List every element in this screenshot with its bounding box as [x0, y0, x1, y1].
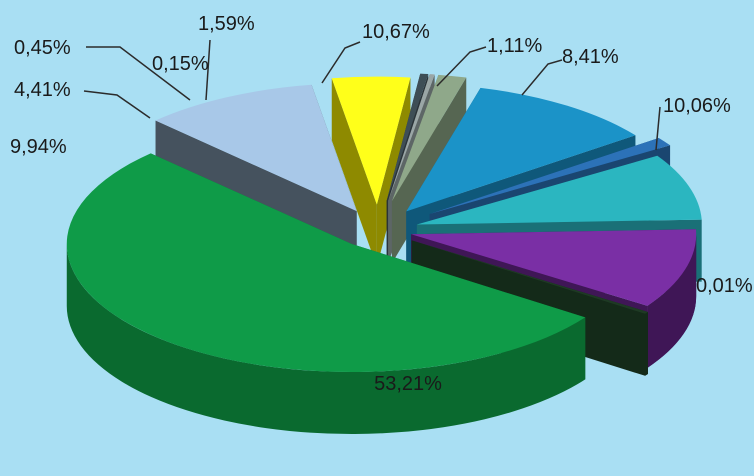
slice-top-0	[66, 153, 586, 373]
slice-label-10: 0,01%	[696, 275, 753, 297]
leader-line-7	[436, 46, 487, 87]
slice-label-3: 0,45%	[14, 37, 71, 59]
slice-top-4	[388, 74, 435, 201]
slice-label-1: 9,94%	[10, 136, 67, 158]
slice-top-10	[411, 240, 648, 314]
slice-top-8	[416, 155, 702, 225]
leader-line-2	[83, 90, 151, 119]
leader-line-8	[521, 59, 563, 96]
slice-label-4: 0,15%	[152, 53, 209, 75]
slice-label-8: 8,41%	[562, 46, 619, 68]
slice-top-1	[155, 84, 357, 212]
slice-side-0-0	[66, 244, 586, 435]
slice-top-3	[386, 73, 429, 201]
slice-side-9-1	[647, 234, 697, 368]
slice-top-2	[331, 76, 411, 205]
leader-line-3	[86, 46, 191, 101]
slice-side-10-1	[645, 311, 648, 376]
slice-sides	[66, 73, 702, 435]
slice-labels: 53,21% 9,94% 4,41% 0,45% 0,15% 1,59% 10,67% 1,1…	[10, 13, 753, 395]
slice-top-5	[391, 74, 467, 202]
slice-label-5: 1,59%	[198, 13, 255, 35]
slice-wall-2-1	[376, 77, 411, 267]
slice-label-7: 1,11%	[487, 35, 542, 57]
slice-wall-2-0	[331, 78, 377, 267]
slice-label-2: 4,41%	[14, 79, 71, 101]
slice-top-6	[406, 87, 636, 212]
leader-lines	[83, 39, 661, 151]
slice-label-9: 10,06%	[663, 95, 731, 117]
leader-line-6	[321, 41, 361, 84]
leader-line-5	[205, 39, 211, 101]
slice-top-9	[411, 229, 697, 306]
leader-line-9	[655, 106, 661, 151]
slice-0	[66, 153, 586, 435]
slice-top-7	[429, 137, 671, 215]
slice-label-0: 53,21%	[374, 373, 442, 395]
slice-label-6: 10,67%	[362, 21, 430, 43]
slice-2	[331, 76, 411, 267]
